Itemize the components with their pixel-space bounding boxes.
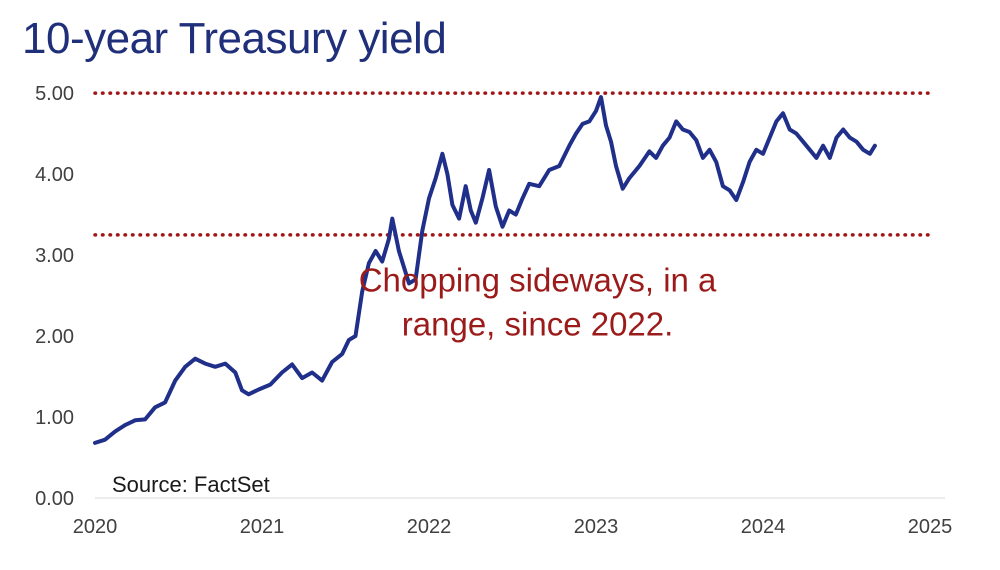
x-tick-label: 2023: [574, 516, 619, 538]
chart-title: 10-year Treasury yield: [22, 14, 447, 63]
y-tick-label: 1.00: [35, 407, 74, 429]
annotations: Chopping sideways, in a range, since 2022…: [359, 262, 717, 343]
y-tick-label: 4.00: [35, 164, 74, 186]
x-tick-label: 2020: [73, 516, 118, 538]
source-note: Source: FactSet: [112, 472, 270, 497]
y-tick-label: 2.00: [35, 326, 74, 348]
annotation-line: range, since 2022.: [402, 306, 674, 343]
x-tick-label: 2022: [407, 516, 452, 538]
y-tick-label: 5.00: [35, 83, 74, 105]
x-tick-label: 2024: [741, 516, 786, 538]
x-tick-label: 2025: [908, 516, 953, 538]
annotation-line: Chopping sideways, in a: [359, 262, 717, 299]
series-line-yield: [93, 95, 877, 445]
y-tick-label: 0.00: [35, 488, 74, 510]
reference-lines: [93, 91, 932, 237]
annotation-text: Chopping sideways, in a range, since 2022…: [359, 262, 717, 343]
x-tick-label: 2021: [240, 516, 285, 538]
x-axis-ticks: 2020 2021 2022 2023 2024 2025: [73, 516, 953, 538]
y-tick-label: 3.00: [35, 245, 74, 267]
y-axis-ticks: 0.00 1.00 2.00 3.00 4.00 5.00: [35, 83, 74, 510]
